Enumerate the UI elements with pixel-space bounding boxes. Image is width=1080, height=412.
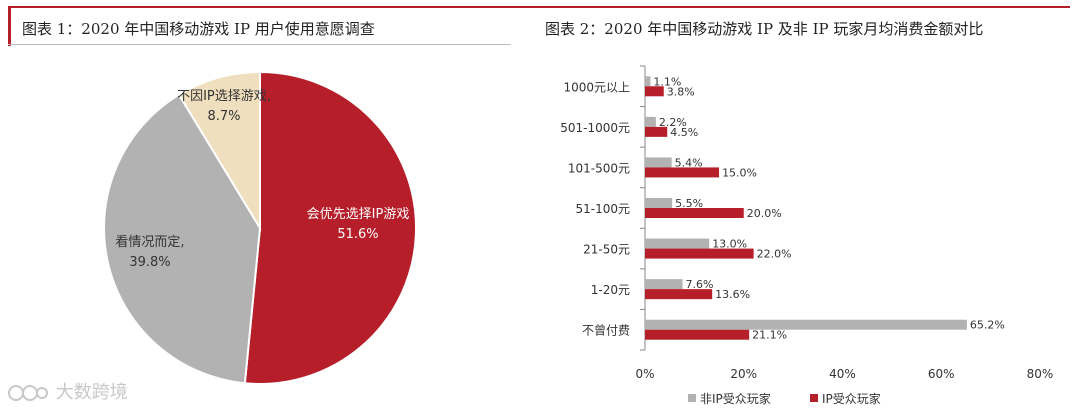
pie-slice bbox=[243, 70, 418, 385]
bar bbox=[645, 208, 744, 218]
x-tick-label: 60% bbox=[928, 367, 955, 381]
y-tick-label: 21-50元 bbox=[583, 243, 630, 257]
pie-slice bbox=[103, 93, 262, 385]
data-label: 2.2% bbox=[659, 116, 687, 129]
bar bbox=[645, 248, 754, 259]
bar bbox=[645, 238, 710, 249]
x-tick-label: 0% bbox=[635, 367, 654, 381]
bar bbox=[645, 329, 750, 340]
y-tick-label: 501-1000元 bbox=[560, 121, 630, 135]
pie-slice-value: 51.6% bbox=[337, 227, 378, 242]
data-label: 1.1% bbox=[653, 75, 681, 88]
legend-label: 非IP受众玩家 bbox=[700, 391, 771, 406]
data-label: 5.5% bbox=[675, 197, 703, 210]
data-label: 21.1% bbox=[752, 329, 787, 342]
x-tick-label: 40% bbox=[829, 367, 856, 381]
watermark-logo-icon bbox=[8, 385, 48, 401]
bar bbox=[645, 279, 683, 290]
watermark: 大数跨境 bbox=[6, 378, 128, 405]
bar-chart-title: 图表 2：2020 年中国移动游戏 IP 及非 IP 玩家月均消费金额对比 bbox=[545, 20, 984, 38]
data-label: 3.8% bbox=[667, 85, 695, 98]
bar bbox=[645, 116, 656, 127]
pie-slice-label: 会优先选择IP游戏 bbox=[307, 207, 410, 222]
bar bbox=[645, 289, 713, 300]
bar bbox=[645, 86, 664, 97]
bar bbox=[645, 76, 651, 87]
pie-slice-label: 看情况而定, bbox=[115, 234, 184, 250]
bar bbox=[645, 319, 967, 330]
x-tick-label: 20% bbox=[730, 367, 757, 381]
pie-slice-value: 8.7% bbox=[207, 109, 240, 124]
title-accent-bar bbox=[8, 8, 11, 46]
legend-label: IP受众玩家 bbox=[822, 391, 881, 406]
data-label: 5.4% bbox=[675, 156, 703, 169]
bar bbox=[645, 157, 672, 168]
data-label: 13.0% bbox=[712, 238, 747, 251]
y-tick-label: 1-20元 bbox=[591, 283, 630, 297]
data-label: 65.2% bbox=[970, 319, 1005, 332]
pie-chart-title: 图表 1：2020 年中国移动游戏 IP 用户使用意愿调查 bbox=[22, 20, 375, 38]
x-tick-label: 80% bbox=[1027, 367, 1054, 381]
data-label: 13.6% bbox=[715, 288, 750, 301]
legend-swatch bbox=[810, 394, 818, 402]
data-label: 15.0% bbox=[722, 166, 757, 179]
bar bbox=[645, 198, 673, 208]
y-tick-label: 不曾付费 bbox=[582, 324, 630, 338]
data-label: 20.0% bbox=[747, 207, 782, 220]
data-label: 4.5% bbox=[670, 126, 698, 139]
bar bbox=[645, 126, 668, 137]
legend-swatch bbox=[688, 394, 696, 402]
title-underline bbox=[8, 44, 511, 45]
watermark-text: 大数跨境 bbox=[55, 382, 128, 403]
pie-slice bbox=[177, 70, 261, 232]
pie-slice-label: 不因IP选择游戏, bbox=[177, 89, 271, 104]
data-label: 7.6% bbox=[686, 278, 714, 291]
y-tick-label: 101-500元 bbox=[568, 161, 630, 175]
top-rule bbox=[8, 6, 1070, 8]
y-tick-label: 51-100元 bbox=[575, 202, 630, 216]
bar bbox=[645, 167, 720, 178]
data-label: 22.0% bbox=[757, 248, 792, 261]
y-tick-label: 1000元以上 bbox=[563, 80, 630, 94]
pie-slice-value: 39.8% bbox=[129, 255, 170, 270]
